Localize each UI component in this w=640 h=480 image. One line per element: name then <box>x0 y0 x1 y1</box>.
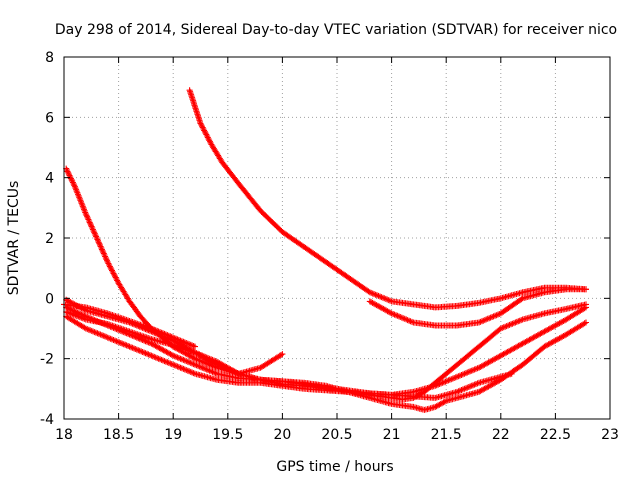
y-tick-label: -2 <box>40 352 54 368</box>
y-tick-label: 4 <box>45 171 54 187</box>
y-tick-label: -4 <box>40 412 54 428</box>
series-markers <box>366 286 589 329</box>
x-tick-label: 20.5 <box>321 427 352 443</box>
series-trace-1 <box>63 165 589 403</box>
x-tick-label: 19.5 <box>212 427 243 443</box>
x-tick-label: 19 <box>164 427 182 443</box>
x-axis: 18 18.5 19 19.5 20 20.5 21 21.5 22 22.5 23 <box>55 57 619 443</box>
series-markers <box>63 165 589 403</box>
series-trace-7 <box>366 286 589 329</box>
series-markers <box>186 87 589 311</box>
series-trace-6 <box>63 308 286 377</box>
plot-points <box>61 87 589 413</box>
chart-title: Day 298 of 2014, Sidereal Day-to-day VTE… <box>55 22 617 38</box>
x-tick-label: 21 <box>383 427 401 443</box>
x-tick-label: 22.5 <box>540 427 571 443</box>
y-tick-label: 2 <box>45 231 54 247</box>
y-tick-label: 8 <box>45 50 54 66</box>
x-tick-label: 20 <box>273 427 291 443</box>
x-tick-label: 22 <box>492 427 510 443</box>
x-tick-label: 21.5 <box>431 427 462 443</box>
y-axis: -4 -2 0 2 4 6 8 <box>40 50 610 428</box>
x-tick-label: 23 <box>601 427 619 443</box>
x-axis-label: GPS time / hours <box>276 459 393 475</box>
y-axis-label: SDTVAR / TECUs <box>6 181 22 296</box>
y-tick-label: 0 <box>45 291 54 307</box>
x-tick-label: 18.5 <box>103 427 134 443</box>
grid <box>64 57 610 419</box>
x-tick-label: 18 <box>55 427 73 443</box>
y-tick-label: 6 <box>45 110 54 126</box>
series-trace-2 <box>186 87 589 311</box>
series-markers <box>63 308 286 377</box>
